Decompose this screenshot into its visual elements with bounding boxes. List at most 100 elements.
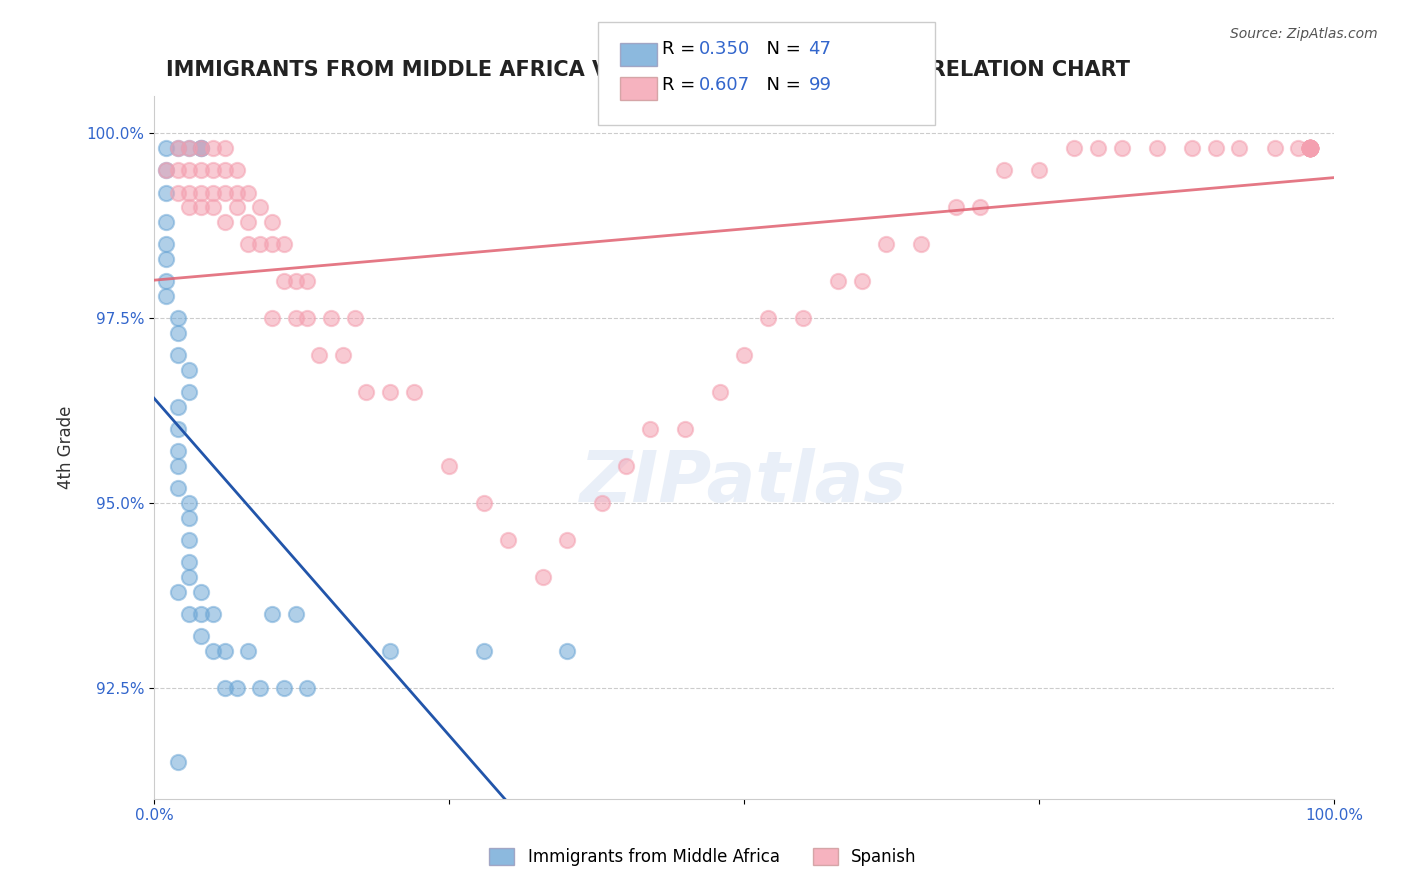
Y-axis label: 4th Grade: 4th Grade <box>58 406 75 490</box>
Point <box>238 644 260 658</box>
Point <box>166 186 188 200</box>
Point <box>945 200 967 214</box>
Point <box>260 311 283 326</box>
Point <box>1299 141 1322 155</box>
Point <box>875 237 897 252</box>
Point <box>166 348 188 362</box>
Point <box>155 186 177 200</box>
Point <box>1028 163 1050 178</box>
Point <box>1299 141 1322 155</box>
Point <box>260 215 283 229</box>
Point <box>179 163 201 178</box>
Point <box>190 584 212 599</box>
Point <box>201 644 224 658</box>
Point <box>155 289 177 303</box>
Point <box>709 385 731 400</box>
Point <box>1299 141 1322 155</box>
Point <box>1299 141 1322 155</box>
Point <box>201 186 224 200</box>
Point <box>155 163 177 178</box>
Text: N =: N = <box>755 76 807 94</box>
Point <box>179 496 201 510</box>
Text: 47: 47 <box>808 40 831 58</box>
Text: Source: ZipAtlas.com: Source: ZipAtlas.com <box>1230 27 1378 41</box>
Point <box>555 533 578 547</box>
Point <box>591 496 613 510</box>
Text: N =: N = <box>755 40 807 58</box>
Point <box>155 163 177 178</box>
Point <box>238 237 260 252</box>
Point <box>238 215 260 229</box>
Point <box>1299 141 1322 155</box>
Point <box>969 200 991 214</box>
Point <box>827 274 849 288</box>
Point <box>166 444 188 458</box>
Point <box>614 459 637 474</box>
Point <box>1299 141 1322 155</box>
Point <box>214 681 236 695</box>
Point <box>496 533 519 547</box>
Point <box>378 644 401 658</box>
Point <box>1299 141 1322 155</box>
Point <box>1087 141 1109 155</box>
Point <box>190 141 212 155</box>
Point <box>1299 141 1322 155</box>
Point <box>179 385 201 400</box>
Point <box>190 186 212 200</box>
Point <box>319 311 342 326</box>
Legend: Immigrants from Middle Africa, Spanish: Immigrants from Middle Africa, Spanish <box>481 840 925 875</box>
Point <box>190 607 212 621</box>
Point <box>166 481 188 495</box>
Point <box>201 163 224 178</box>
Point <box>166 141 188 155</box>
Point <box>1288 141 1310 155</box>
Point <box>343 311 366 326</box>
Point <box>1063 141 1085 155</box>
Point <box>1205 141 1227 155</box>
Point <box>474 496 496 510</box>
Point <box>792 311 814 326</box>
Point <box>284 311 307 326</box>
Point <box>297 681 319 695</box>
Point <box>166 584 188 599</box>
Point <box>190 200 212 214</box>
Point <box>1299 141 1322 155</box>
Point <box>437 459 460 474</box>
Point <box>273 237 295 252</box>
Point <box>166 459 188 474</box>
Point <box>1299 141 1322 155</box>
Point <box>214 215 236 229</box>
Point <box>225 163 247 178</box>
Point <box>993 163 1015 178</box>
Point <box>166 141 188 155</box>
Point <box>1299 141 1322 155</box>
Point <box>214 141 236 155</box>
Point <box>179 141 201 155</box>
Point <box>166 755 188 769</box>
Point <box>260 237 283 252</box>
Point <box>201 200 224 214</box>
Point <box>179 141 201 155</box>
Point <box>284 607 307 621</box>
Point <box>1229 141 1251 155</box>
Point <box>308 348 330 362</box>
Point <box>1299 141 1322 155</box>
Point <box>297 274 319 288</box>
Point <box>284 274 307 288</box>
Point <box>1299 141 1322 155</box>
Point <box>1299 141 1322 155</box>
Point <box>1299 141 1322 155</box>
Point <box>1299 141 1322 155</box>
Point <box>1299 141 1322 155</box>
Point <box>155 237 177 252</box>
Point <box>1181 141 1204 155</box>
Point <box>555 644 578 658</box>
Point <box>474 644 496 658</box>
Point <box>190 141 212 155</box>
Point <box>733 348 755 362</box>
Point <box>1264 141 1286 155</box>
Point <box>1299 141 1322 155</box>
Point <box>1146 141 1168 155</box>
Point <box>297 311 319 326</box>
Text: 0.607: 0.607 <box>699 76 749 94</box>
